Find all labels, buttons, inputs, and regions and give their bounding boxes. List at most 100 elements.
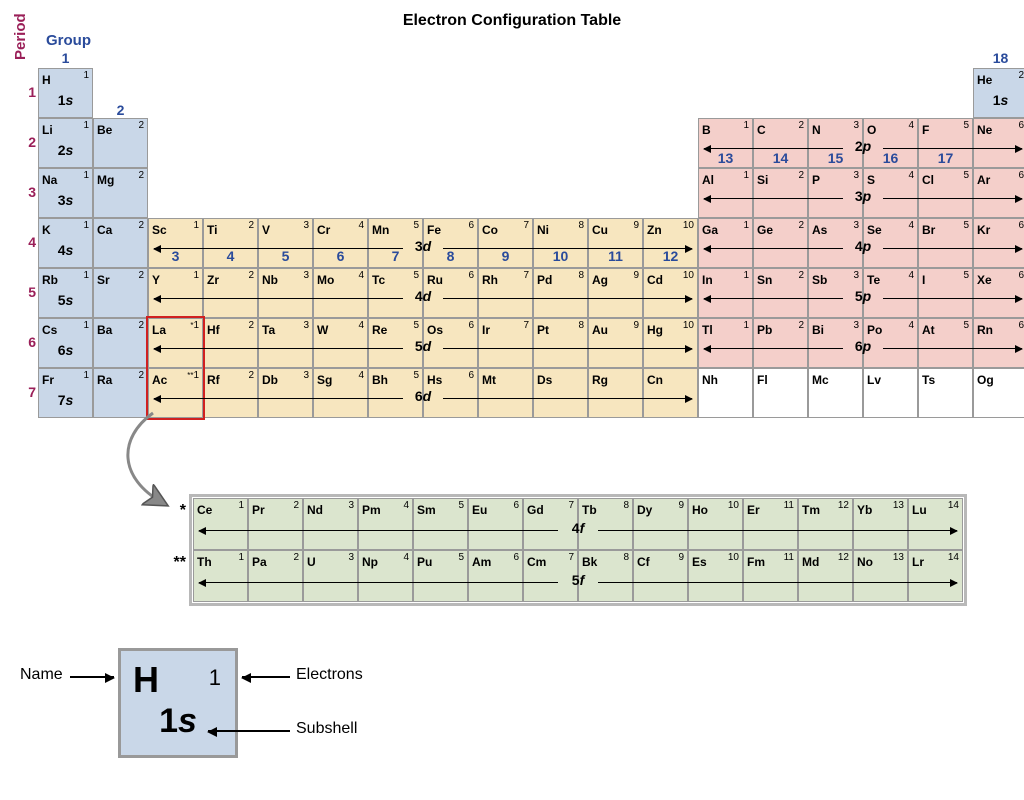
element-Ts: Ts bbox=[918, 368, 973, 418]
element-Fr: Fr1 bbox=[38, 368, 93, 418]
element-Sb: Sb3 bbox=[808, 268, 863, 318]
group-number-6: 6 bbox=[313, 248, 368, 264]
element-Hs: Hs6 bbox=[423, 368, 478, 418]
element-Lv: Lv bbox=[863, 368, 918, 418]
legend-arrow-electrons bbox=[242, 676, 290, 678]
period-number-3: 3 bbox=[22, 184, 36, 200]
element-Te: Te4 bbox=[863, 268, 918, 318]
group-number-18: 18 bbox=[973, 50, 1024, 66]
element-Np: Np4 bbox=[358, 550, 413, 602]
group-number-9: 9 bbox=[478, 248, 533, 264]
group-number-8: 8 bbox=[423, 248, 478, 264]
element-Pu: Pu5 bbox=[413, 550, 468, 602]
element-Tb: Tb8 bbox=[578, 498, 633, 550]
element-Bi: Bi3 bbox=[808, 318, 863, 368]
element-Rh: Rh7 bbox=[478, 268, 533, 318]
element-Ta: Ta3 bbox=[258, 318, 313, 368]
element-No: No13 bbox=[853, 550, 908, 602]
element-P: P3 bbox=[808, 168, 863, 218]
element-Pm: Pm4 bbox=[358, 498, 413, 550]
group-number-10: 10 bbox=[533, 248, 588, 264]
element-S: S4 bbox=[863, 168, 918, 218]
element-In: In1 bbox=[698, 268, 753, 318]
element-Nb: Nb3 bbox=[258, 268, 313, 318]
element-Gd: Gd7 bbox=[523, 498, 578, 550]
fblock-star-2: ** bbox=[162, 554, 186, 572]
element-Nh: Nh bbox=[698, 368, 753, 418]
element-Pb: Pb2 bbox=[753, 318, 808, 368]
period-number-6: 6 bbox=[22, 334, 36, 350]
legend-electron-count: 1 bbox=[209, 665, 221, 691]
element-Db: Db3 bbox=[258, 368, 313, 418]
legend-arrow-subshell bbox=[208, 730, 290, 732]
element-Er: Er11 bbox=[743, 498, 798, 550]
group-number-14: 14 bbox=[753, 150, 808, 166]
element-Ba: Ba2 bbox=[93, 318, 148, 368]
element-Na: Na1 bbox=[38, 168, 93, 218]
element-Kr: Kr6 bbox=[973, 218, 1024, 268]
element-Rf: Rf2 bbox=[203, 368, 258, 418]
group-number-13: 13 bbox=[698, 150, 753, 166]
element-Ds: Ds bbox=[533, 368, 588, 418]
element-Tl: Tl1 bbox=[698, 318, 753, 368]
element-Dy: Dy9 bbox=[633, 498, 688, 550]
element-Po: Po4 bbox=[863, 318, 918, 368]
fblock-star-1: * bbox=[162, 502, 186, 520]
element-Y: Y1 bbox=[148, 268, 203, 318]
group-number-17: 17 bbox=[918, 150, 973, 166]
element-Mt: Mt bbox=[478, 368, 533, 418]
element-Hg: Hg10 bbox=[643, 318, 698, 368]
group-number-7: 7 bbox=[368, 248, 423, 264]
element-Ac: Ac**1 bbox=[148, 368, 203, 418]
group-number-5: 5 bbox=[258, 248, 313, 264]
element-Pa: Pa2 bbox=[248, 550, 303, 602]
element-Pr: Pr2 bbox=[248, 498, 303, 550]
period-number-4: 4 bbox=[22, 234, 36, 250]
group-number-4: 4 bbox=[203, 248, 258, 264]
element-Pd: Pd8 bbox=[533, 268, 588, 318]
element-Cd: Cd10 bbox=[643, 268, 698, 318]
element-Bk: Bk8 bbox=[578, 550, 633, 602]
element-Mc: Mc bbox=[808, 368, 863, 418]
period-axis-label: Period bbox=[12, 13, 29, 60]
element-Re: Re5 bbox=[368, 318, 423, 368]
period-number-1: 1 bbox=[22, 84, 36, 100]
element-Sg: Sg4 bbox=[313, 368, 368, 418]
element-Ag: Ag9 bbox=[588, 268, 643, 318]
element-Sr: Sr2 bbox=[93, 268, 148, 318]
period-number-2: 2 bbox=[22, 134, 36, 150]
element-Lr: Lr14 bbox=[908, 550, 963, 602]
element-Ge: Ge2 bbox=[753, 218, 808, 268]
element-Rb: Rb1 bbox=[38, 268, 93, 318]
element-Sm: Sm5 bbox=[413, 498, 468, 550]
element-Cs: Cs1 bbox=[38, 318, 93, 368]
element-Be: Be2 bbox=[93, 118, 148, 168]
element-Am: Am6 bbox=[468, 550, 523, 602]
element-W: W4 bbox=[313, 318, 368, 368]
element-Pt: Pt8 bbox=[533, 318, 588, 368]
element-La: La*1 bbox=[148, 318, 203, 368]
element-Cl: Cl5 bbox=[918, 168, 973, 218]
legend-subshell-n: 1 bbox=[159, 702, 178, 740]
element-U: U3 bbox=[303, 550, 358, 602]
element-Si: Si2 bbox=[753, 168, 808, 218]
legend-label-name: Name bbox=[20, 666, 63, 684]
group-number-16: 16 bbox=[863, 150, 918, 166]
element-Ne: Ne6 bbox=[973, 118, 1024, 168]
legend-cell: H 1 1s bbox=[118, 648, 238, 758]
group-number-1: 1 bbox=[38, 50, 93, 66]
element-Og: Og bbox=[973, 368, 1024, 418]
element-Ru: Ru6 bbox=[423, 268, 478, 318]
element-H: H1 bbox=[38, 68, 93, 118]
legend-symbol: H bbox=[133, 659, 159, 701]
legend-subshell: 1s bbox=[121, 702, 235, 741]
element-Yb: Yb13 bbox=[853, 498, 908, 550]
legend-arrow-name bbox=[70, 676, 114, 678]
element-Cn: Cn bbox=[643, 368, 698, 418]
element-As: As3 bbox=[808, 218, 863, 268]
element-Rn: Rn6 bbox=[973, 318, 1024, 368]
element-Fl: Fl bbox=[753, 368, 808, 418]
element-Ga: Ga1 bbox=[698, 218, 753, 268]
element-Eu: Eu6 bbox=[468, 498, 523, 550]
element-Ca: Ca2 bbox=[93, 218, 148, 268]
